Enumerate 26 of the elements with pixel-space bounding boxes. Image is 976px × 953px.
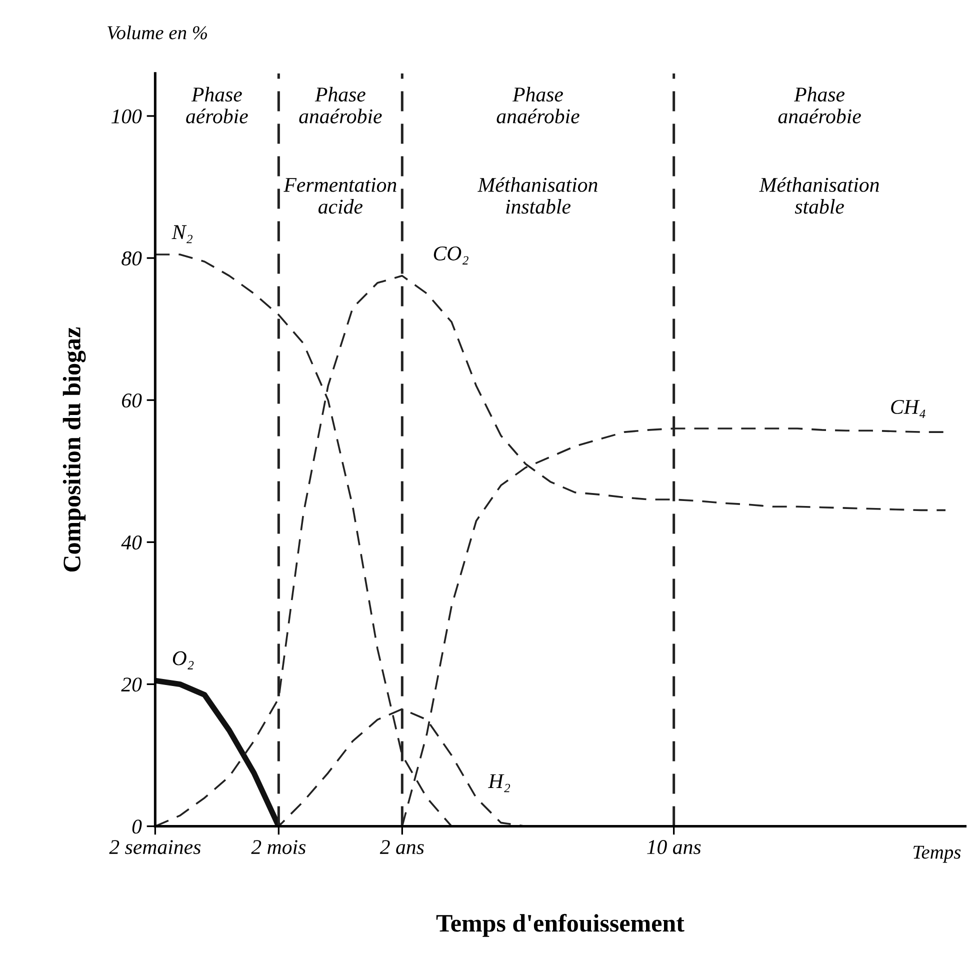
y-tick-label: 60 xyxy=(122,393,142,408)
annotation: Phase aérobie xyxy=(186,86,248,124)
series-label: H₂ xyxy=(488,774,510,792)
x-tick-label: 10 ans xyxy=(647,840,701,854)
x-tick-label: 2 semaines xyxy=(109,840,201,854)
y-tick-label: 40 xyxy=(121,536,142,550)
y-axis-title: Composition du biogaz xyxy=(62,327,86,572)
annotation: Phase anaérobie xyxy=(299,86,382,124)
y-tick-label: 20 xyxy=(121,678,142,692)
y-tick-label: 100 xyxy=(111,109,142,124)
x-tick-label: 2 mois xyxy=(251,840,306,854)
series-label: O₂ xyxy=(172,651,194,670)
series-label: CO₂ xyxy=(434,246,468,264)
series-label: CH₄ xyxy=(891,400,926,418)
annotation: Méthanisation instable xyxy=(478,177,598,214)
annotation: Méthanisation stable xyxy=(759,177,879,214)
annotation: Phase anaérobie xyxy=(496,86,580,124)
y-tick-label: 0 xyxy=(132,820,142,834)
y-tick-label: 80 xyxy=(122,251,142,266)
annotation: Phase anaérobie xyxy=(778,86,861,124)
text: Temps xyxy=(913,846,961,863)
series-label: N₂ xyxy=(172,225,192,244)
x-axis-title: Temps d'enfouissement xyxy=(436,914,684,937)
annotation: Fermentation acide xyxy=(284,178,396,214)
x-tick-label: 2 ans xyxy=(380,840,424,854)
text: Volume en % xyxy=(108,26,207,40)
